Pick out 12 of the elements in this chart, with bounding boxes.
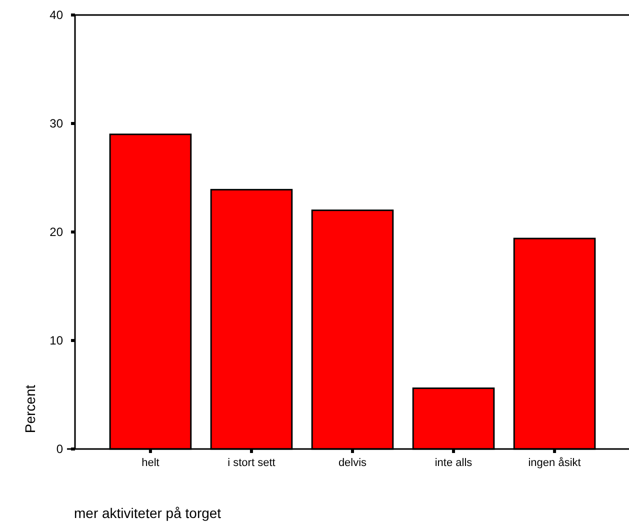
y-tick-label: 10 <box>50 334 64 348</box>
y-axis-title: Percent <box>22 384 38 434</box>
x-tick-label: ingen åsikt <box>528 457 581 469</box>
y-tick-label: 20 <box>50 225 64 240</box>
x-tick-label: delvis <box>338 457 368 469</box>
x-tick-label: i stort sett <box>228 457 276 469</box>
y-tick-label: 0 <box>56 442 64 456</box>
x-axis-title: mer aktiviteter på torget <box>74 505 222 521</box>
y-tick-label: 30 <box>50 116 64 131</box>
x-tick-label: inte alls <box>434 457 473 469</box>
y-tick-label: 40 <box>50 8 64 22</box>
x-tick-label: helt <box>142 457 160 469</box>
